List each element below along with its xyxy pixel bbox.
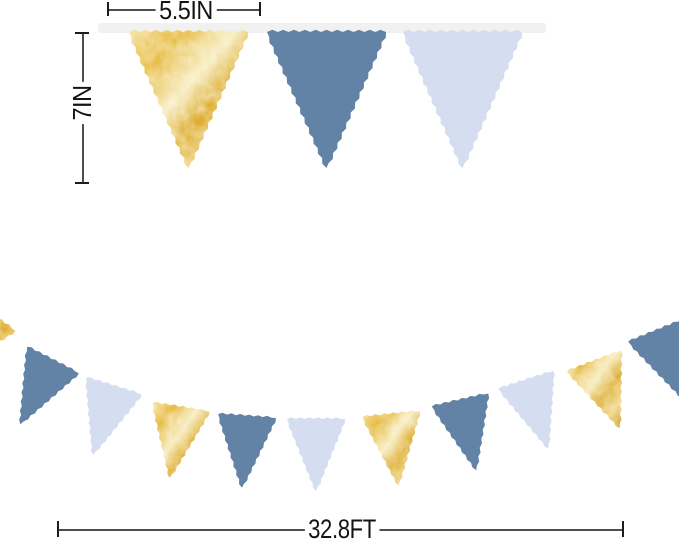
- dimension-tick: [622, 521, 624, 537]
- flag-light-blue: [498, 371, 555, 449]
- flag-width-label: 5.5IN: [155, 0, 217, 23]
- flag-slate-blue: [267, 29, 386, 168]
- banner-length-label: 32.8FT: [304, 516, 380, 542]
- dimension-tick: [107, 2, 109, 16]
- flag-gold: [152, 401, 210, 479]
- flag-slate-blue: [431, 393, 490, 471]
- flag-gold: [566, 350, 623, 429]
- dimension-tick: [57, 521, 59, 537]
- flag-gold: [129, 29, 248, 168]
- dimension-tick: [259, 2, 261, 16]
- flag-slate-blue: [628, 321, 679, 397]
- flag-gold: [0, 297, 16, 373]
- flag-light-blue: [85, 377, 142, 455]
- flag-gold: [362, 410, 421, 486]
- flag-light-blue: [403, 29, 522, 168]
- flag-light-blue: [287, 417, 345, 491]
- flag-height-label: 7IN: [67, 81, 97, 125]
- dimension-tick: [75, 32, 89, 34]
- dimension-tick: [75, 182, 89, 184]
- flag-slate-blue: [19, 346, 79, 425]
- flag-slate-blue: [218, 412, 276, 488]
